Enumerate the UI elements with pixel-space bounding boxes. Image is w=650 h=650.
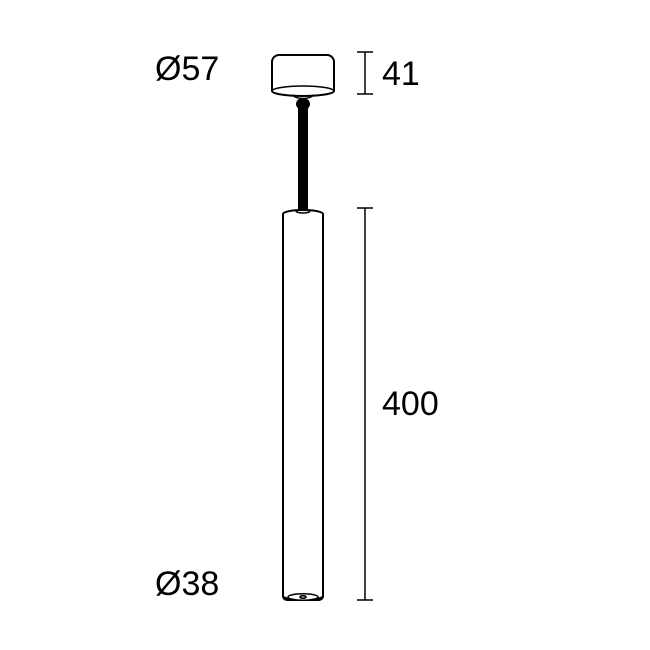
dim-canopy-height (357, 52, 373, 94)
cord (296, 98, 310, 210)
label-canopy-height: 41 (382, 55, 420, 93)
label-tube-diameter: Ø38 (155, 565, 219, 603)
canopy (272, 55, 334, 99)
label-canopy-diameter: Ø57 (155, 50, 219, 88)
label-tube-length: 400 (382, 385, 439, 423)
pendant-light-drawing: Ø57 41 400 Ø38 (0, 0, 650, 650)
tube (283, 210, 323, 600)
dim-tube-length (357, 208, 373, 600)
